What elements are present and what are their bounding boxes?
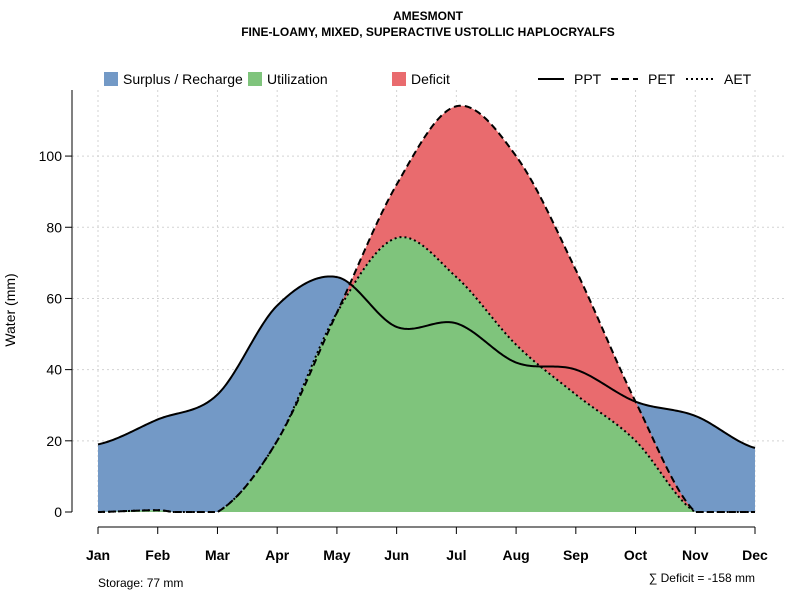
- x-tick-label: Sep: [563, 547, 589, 563]
- legend-label-deficit: Deficit: [411, 71, 450, 87]
- utilization-area: [98, 237, 755, 513]
- y-tick-label: 100: [39, 148, 63, 164]
- x-tick-label: Apr: [265, 547, 290, 563]
- legend-label-surplus: Surplus / Recharge: [123, 71, 243, 87]
- y-tick-label: 40: [46, 362, 62, 378]
- legend-label-ppt: PPT: [574, 71, 602, 87]
- chart-subtitle: FINE-LOAMY, MIXED, SUPERACTIVE USTOLLIC …: [241, 25, 615, 39]
- deficit-note: ∑ Deficit = -158 mm: [649, 571, 755, 585]
- aet-line: [97, 236, 755, 513]
- x-tick-label: Jul: [446, 547, 466, 563]
- x-tick-label: Oct: [624, 547, 648, 563]
- y-tick-label: 0: [54, 504, 62, 520]
- x-tick-label: Aug: [502, 547, 529, 563]
- legend-label-aet: AET: [724, 71, 752, 87]
- x-tick-label: Jan: [86, 547, 110, 563]
- y-tick-label: 60: [46, 290, 62, 306]
- x-tick-label: Dec: [742, 547, 768, 563]
- y-tick-label: 20: [46, 433, 62, 449]
- x-tick-label: May: [323, 547, 350, 563]
- y-tick-label: 80: [46, 219, 62, 235]
- y-axis-label: Water (mm): [2, 273, 18, 346]
- x-tick-label: Nov: [682, 547, 709, 563]
- legend-swatch-deficit: [392, 72, 406, 86]
- legend: Surplus / Recharge Utilization Deficit P…: [104, 71, 752, 87]
- pet-line: [97, 104, 755, 513]
- x-tick-label: Jun: [384, 547, 409, 563]
- legend-swatch-surplus: [104, 72, 118, 86]
- legend-swatch-utilization: [248, 72, 262, 86]
- legend-label-utilization: Utilization: [267, 71, 328, 87]
- legend-label-pet: PET: [648, 71, 676, 87]
- storage-note: Storage: 77 mm: [98, 576, 183, 590]
- plot-area: 0 20 40 60 80 100 Jan Feb Mar Apr May Jun Jul Aug Sep O…: [39, 90, 785, 563]
- x-tick-label: Mar: [205, 547, 230, 563]
- deficit-area: [98, 105, 755, 512]
- x-tick-label: Feb: [145, 547, 170, 563]
- surplus-recharge-area: [98, 237, 755, 513]
- chart-title: AMESMONT: [393, 9, 464, 23]
- ppt-line: [97, 275, 756, 449]
